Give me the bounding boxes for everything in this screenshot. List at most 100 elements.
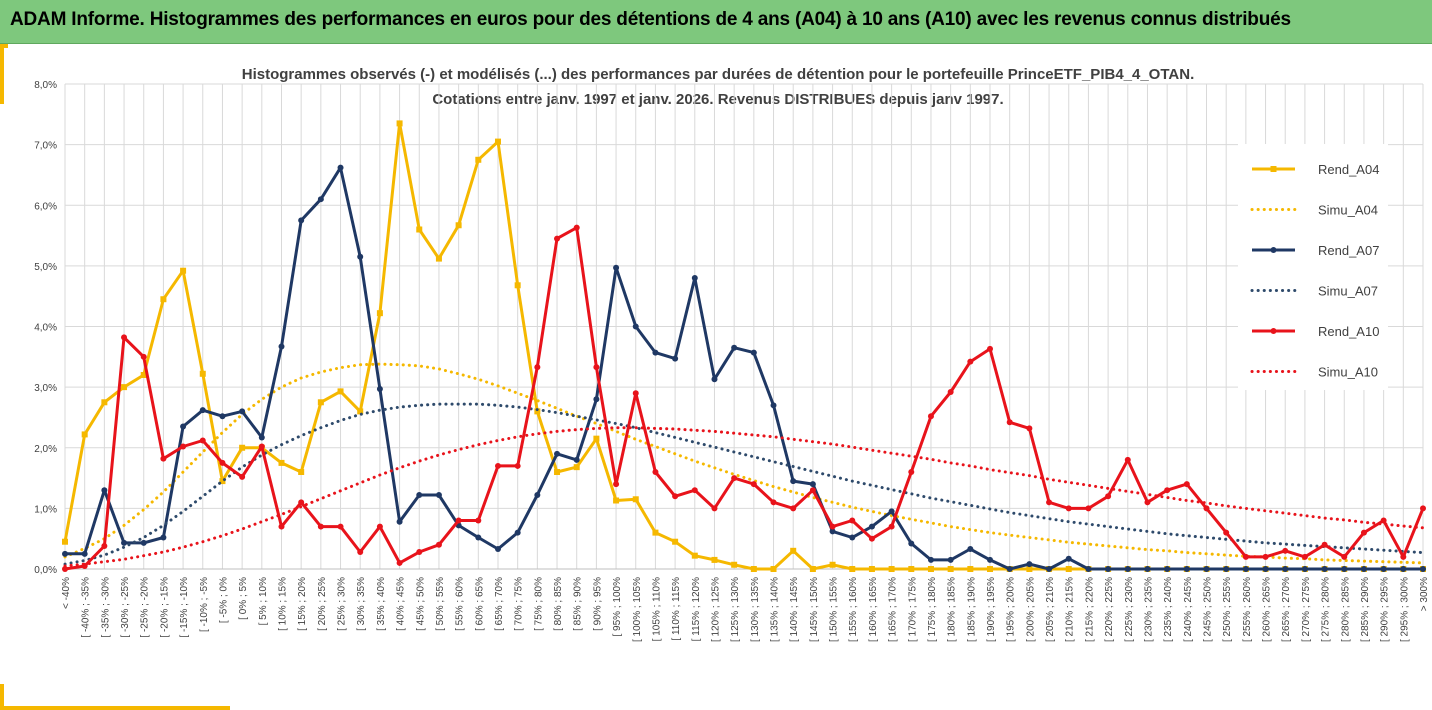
data-point	[514, 282, 521, 289]
series-rend-a07	[62, 164, 1426, 572]
data-point	[534, 364, 541, 371]
legend-box	[1238, 144, 1388, 390]
data-point	[987, 556, 994, 563]
series-line-simu-a04	[63, 362, 1425, 565]
data-point	[1144, 499, 1151, 506]
data-point	[1203, 505, 1210, 512]
data-point	[180, 423, 187, 430]
data-point	[908, 540, 915, 547]
data-point	[376, 523, 383, 530]
data-point	[494, 462, 501, 469]
data-point	[711, 505, 718, 512]
data-point	[337, 523, 344, 530]
data-point	[770, 566, 777, 572]
data-point	[750, 481, 757, 488]
x-tick-label: [ 285% ; 290%	[1360, 577, 1371, 642]
data-point	[140, 539, 147, 546]
x-tick-label: [ 180% ; 185%	[947, 577, 958, 642]
data-point	[475, 534, 482, 541]
data-point	[593, 435, 600, 442]
legend-item-simu-a07: Simu_A07	[1250, 284, 1378, 299]
data-point	[357, 253, 364, 260]
data-point	[298, 499, 305, 506]
y-axis: 0,0% 1,0% 2,0% 3,0% 4,0% 5,0% 6,0% 7,0% 8,0%	[34, 80, 57, 576]
data-point	[1223, 529, 1230, 536]
y-tick-label: 2,0%	[34, 444, 57, 455]
y-tick-label: 8,0%	[34, 80, 57, 91]
x-tick-label: [ 125% ; 130%	[730, 577, 741, 642]
x-tick-label: [ 290% ; 295%	[1380, 577, 1391, 642]
data-point	[652, 529, 659, 536]
x-tick-label: [ 275% ; 280%	[1321, 577, 1332, 642]
x-tick-label: [ 235% ; 240%	[1163, 577, 1174, 642]
x-tick-label: [ -15% ; -10%	[179, 577, 190, 638]
data-point	[1144, 566, 1151, 572]
data-point	[1321, 541, 1328, 548]
x-tick-label: [ 215% ; 220%	[1084, 577, 1095, 642]
data-point	[888, 566, 895, 572]
data-point	[1282, 566, 1289, 572]
data-point	[927, 566, 934, 572]
data-point	[987, 345, 994, 352]
x-tick-label: [ 30% ; 35%	[356, 577, 367, 631]
x-tick-label: [ 110% ; 115%	[671, 577, 682, 641]
legend-item-simu-a10: Simu_A10	[1250, 365, 1378, 380]
data-point	[1085, 505, 1092, 512]
data-point	[731, 475, 738, 482]
data-point	[1105, 566, 1112, 572]
data-point	[573, 224, 580, 231]
data-point	[888, 508, 895, 515]
x-tick-label: [ 0% ; 5%	[238, 577, 249, 620]
data-point	[317, 399, 324, 406]
x-tick-label: [ 175% ; 180%	[927, 577, 938, 642]
data-point	[239, 444, 246, 451]
data-point	[160, 296, 167, 303]
accent-bar-top	[0, 44, 8, 48]
data-point	[573, 456, 580, 463]
data-point	[62, 566, 68, 572]
x-tick-label: [ 220% ; 225%	[1104, 577, 1115, 642]
data-point	[199, 370, 206, 377]
x-tick-label: [ 100% ; 105%	[632, 577, 643, 642]
data-point	[298, 217, 305, 224]
data-point	[1006, 419, 1013, 426]
x-tick-label: [ 185% ; 190%	[966, 577, 977, 642]
data-point	[613, 497, 620, 504]
x-tick-label: [ 295% ; 300%	[1399, 577, 1410, 642]
data-point	[455, 517, 462, 524]
data-point	[81, 550, 88, 557]
data-point	[435, 492, 442, 499]
data-point	[1164, 566, 1171, 572]
data-point	[1065, 555, 1072, 562]
data-point	[376, 385, 383, 392]
series-line-rend-a07	[65, 166, 1423, 571]
data-point	[494, 138, 501, 145]
data-point	[790, 478, 797, 485]
series-line-simu-a10	[63, 426, 1425, 568]
data-point	[475, 156, 482, 163]
data-point	[475, 517, 482, 524]
legend-item-rend-a10: Rend_A10	[1252, 324, 1379, 339]
data-point	[809, 566, 816, 572]
x-tick-label: [ 135% ; 140%	[770, 577, 781, 642]
x-tick-label: [ 170% ; 175%	[907, 577, 918, 642]
gridlines	[64, 83, 1424, 570]
x-axis: < -40% [ -40% ; -35% [ -35% ; -30% [ -30% ;…	[61, 577, 1430, 642]
x-tick-label: [ 210% ; 215%	[1065, 577, 1076, 642]
data-point	[258, 434, 265, 441]
data-point	[1242, 553, 1249, 560]
data-point	[1360, 529, 1367, 536]
data-point	[494, 545, 501, 552]
x-tick-label: [ 265% ; 270%	[1281, 577, 1292, 642]
data-point	[1046, 566, 1053, 572]
data-point	[219, 478, 226, 485]
x-tick-label: [ 245% ; 250%	[1203, 577, 1214, 642]
x-tick-label: [ 160% ; 165%	[868, 577, 879, 642]
data-point	[908, 469, 915, 475]
x-tick-label: < -40%	[61, 577, 72, 609]
legend-marker	[1270, 328, 1277, 334]
x-tick-label: [ 130% ; 135%	[750, 577, 761, 642]
data-point	[967, 545, 974, 552]
data-point	[101, 487, 108, 494]
series-simu-a04	[63, 362, 1425, 565]
